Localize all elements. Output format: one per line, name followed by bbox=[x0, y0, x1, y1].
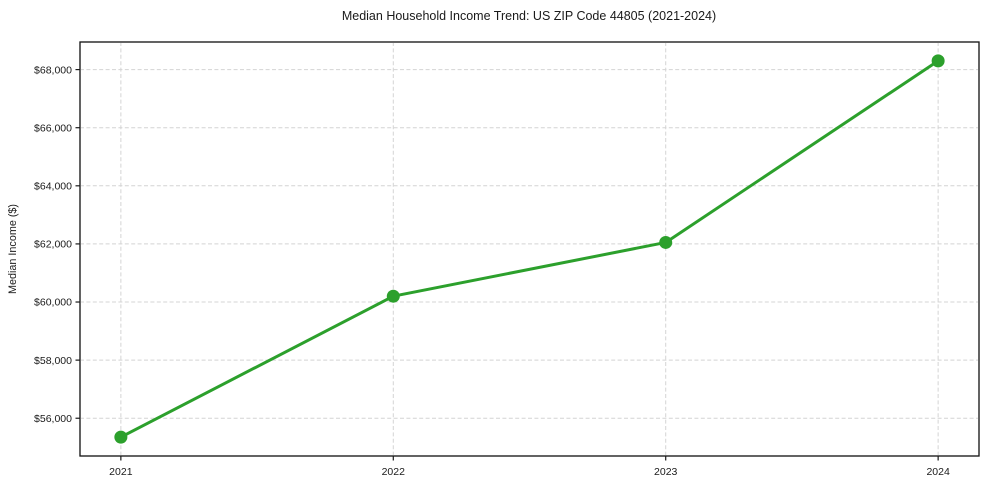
data-point bbox=[386, 289, 400, 303]
data-point bbox=[659, 235, 673, 249]
y-axis-label: Median Income ($) bbox=[7, 204, 19, 294]
data-point bbox=[931, 54, 945, 68]
x-tick-label: 2022 bbox=[382, 466, 406, 478]
plot-area bbox=[79, 41, 980, 457]
y-tick-label: $66,000 bbox=[34, 122, 72, 134]
y-tick-label: $60,000 bbox=[34, 297, 72, 309]
grid-layer bbox=[80, 42, 979, 456]
y-tick-label: $68,000 bbox=[34, 64, 72, 76]
plot-border bbox=[79, 41, 980, 457]
tick-layer: $56,000 $58,000 $60,000 $62,000 $64,000 $66,0… bbox=[34, 64, 950, 478]
x-tick-label: 2024 bbox=[926, 466, 950, 478]
chart-title: Median Household Income Trend: US ZIP Co… bbox=[342, 9, 716, 23]
y-tick-label: $64,000 bbox=[34, 181, 72, 193]
trend-line bbox=[119, 59, 940, 439]
y-tick-label: $62,000 bbox=[34, 239, 72, 251]
x-tick-label: 2021 bbox=[109, 466, 133, 478]
data-point bbox=[114, 430, 128, 444]
series-layer bbox=[114, 54, 945, 444]
y-tick-label: $58,000 bbox=[34, 355, 72, 367]
y-tick-label: $56,000 bbox=[34, 413, 72, 425]
x-tick-label: 2023 bbox=[654, 466, 678, 478]
